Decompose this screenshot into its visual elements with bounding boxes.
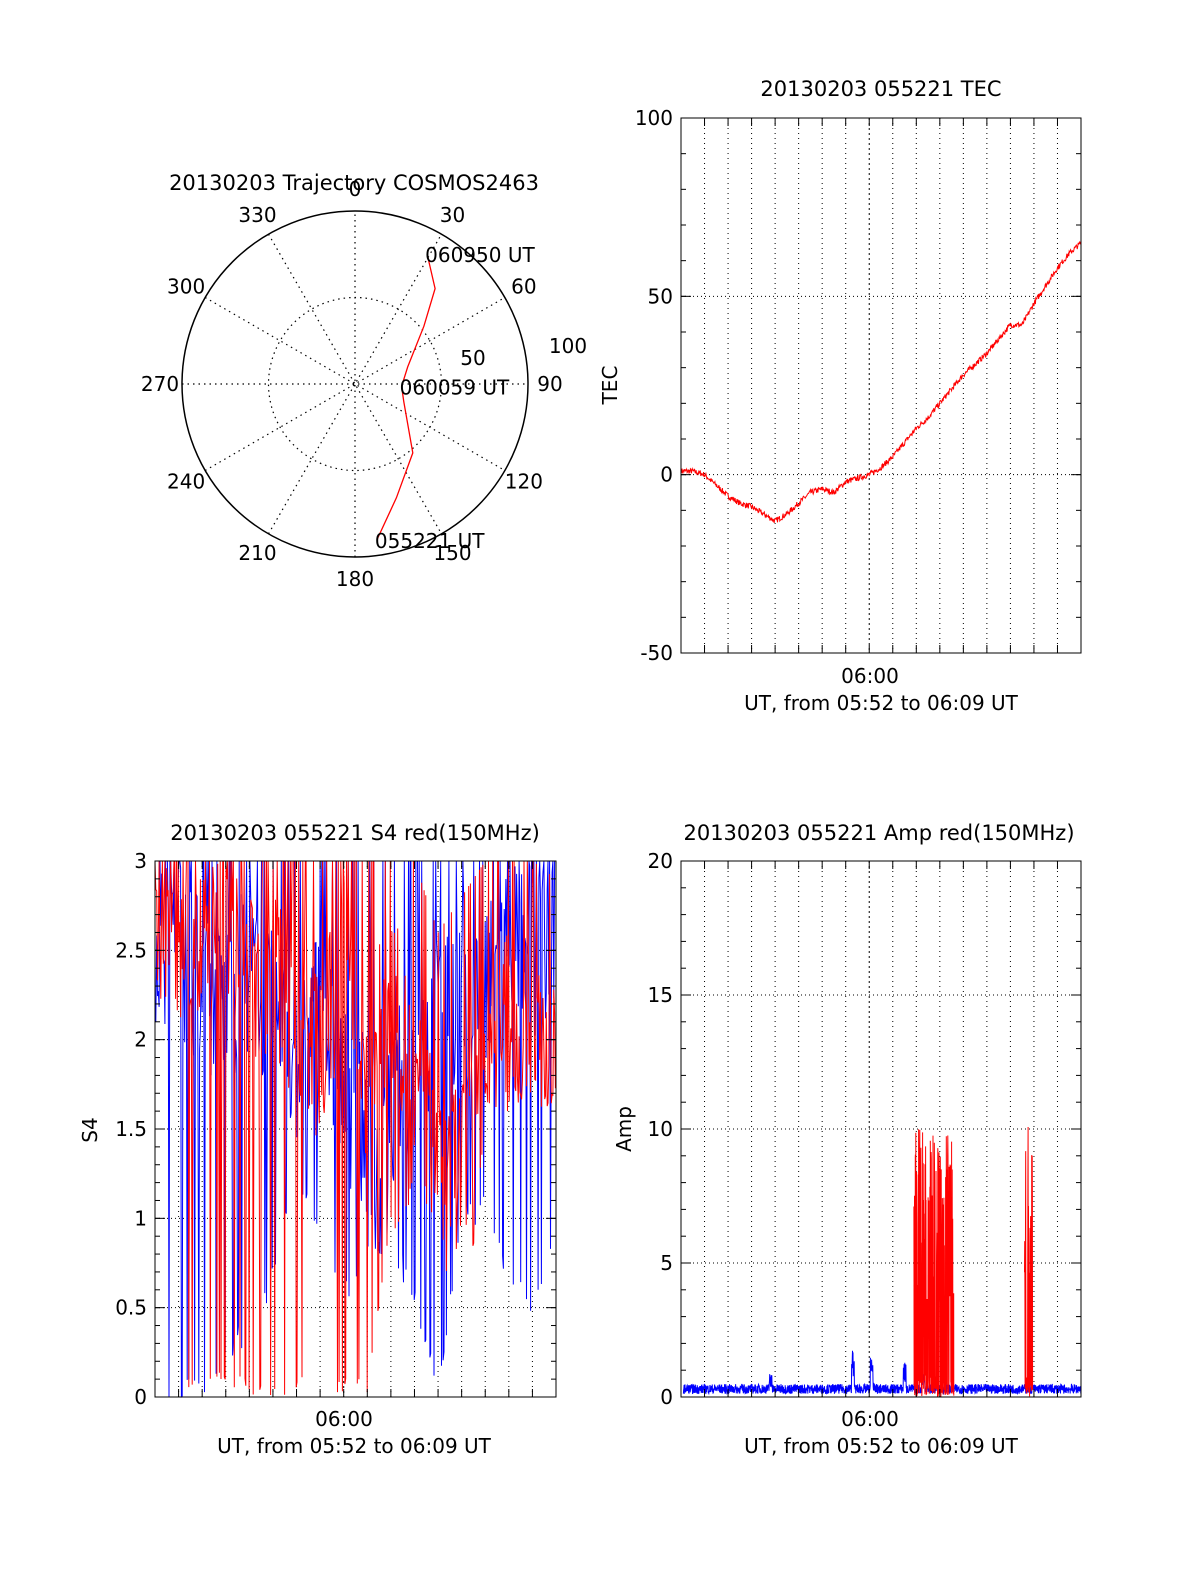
s4-ticks: 0 0.5 1 1.5 2 2.5 3 (115, 849, 556, 1409)
tec-line (680, 240, 1082, 524)
s4-ytick-label-1: 0.5 (115, 1296, 147, 1320)
polar-radius-label-50: 50 (460, 346, 485, 370)
tec-ytick-label-0: -50 (640, 641, 673, 665)
tec-ylabel: TEC (598, 366, 622, 406)
polar-azimuth-label-270: 270 (141, 372, 179, 396)
s4-ytick-label-0: 0 (134, 1385, 147, 1409)
tec-xlabel: UT, from 05:52 to 06:09 UT (744, 691, 1019, 715)
tec-xtick-label: 06:00 (841, 664, 899, 688)
polar-azimuth-labels: 0 30 60 90 120 150 180 210 240 270 300 330 (141, 177, 563, 591)
tec-ytick-label-1: 0 (660, 463, 673, 487)
amp-panel: 20130203 055221 Amp red(150MHz) 0 5 10 15 20… (612, 821, 1082, 1458)
tec-ticks: -50 0 50 100 (635, 106, 1081, 665)
polar-azimuth-label-180: 180 (336, 567, 374, 591)
tec-grid (681, 118, 1081, 653)
polar-azimuth-label-150: 150 (433, 541, 471, 565)
polar-azimuth-label-0: 0 (349, 177, 362, 201)
polar-azimuth-label-210: 210 (238, 541, 276, 565)
tec-series (680, 240, 1082, 524)
tec-ytick-label-3: 100 (635, 106, 673, 130)
amp-series (682, 1126, 1082, 1397)
polar-azimuth-label-120: 120 (505, 470, 543, 494)
polar-annotation-0: 060950 UT (425, 243, 535, 267)
amp-title: 20130203 055221 Amp red(150MHz) (683, 821, 1074, 845)
amp-ticks: 0 5 10 15 20 (648, 849, 1081, 1409)
polar-azimuth-label-30: 30 (440, 203, 465, 227)
tec-axes-frame (680, 117, 1082, 654)
polar-grid (181, 210, 529, 558)
polar-panel: 20130203 Trajectory COSMOS2463 0 30 60 90 12… (141, 171, 587, 591)
polar-radius-label-100: 100 (549, 334, 587, 358)
amp-line-red-burst-1 (1024, 1126, 1034, 1397)
tec-ytick-label-2: 50 (648, 284, 673, 308)
tec-title: 20130203 055221 TEC (760, 77, 1001, 101)
polar-azimuth-label-60: 60 (511, 275, 536, 299)
polar-trajectory (376, 253, 436, 541)
polar-azimuth-label-330: 330 (238, 203, 276, 227)
s4-ytick-label-5: 2.5 (115, 938, 147, 962)
s4-title: 20130203 055221 S4 red(150MHz) (170, 821, 540, 845)
polar-annotation-2: 055221 UT (375, 529, 485, 553)
polar-annotations: 060950 UT 060059 UT 055221 UT (375, 243, 536, 553)
s4-ytick-label-2: 1 (134, 1206, 147, 1230)
s4-xlabel: UT, from 05:52 to 06:09 UT (217, 1434, 492, 1458)
polar-azimuth-label-300: 300 (167, 275, 205, 299)
s4-panel: 20130203 055221 S4 red(150MHz) 0 0.5 1 1.5 2… (78, 821, 557, 1458)
amp-ytick-label-0: 0 (660, 1385, 673, 1409)
s4-ylabel: S4 (78, 1117, 102, 1142)
amp-xlabel: UT, from 05:52 to 06:09 UT (744, 1434, 1019, 1458)
amp-ytick-label-3: 15 (648, 983, 673, 1007)
polar-title: 20130203 Trajectory COSMOS2463 (169, 171, 539, 195)
amp-ytick-label-1: 5 (660, 1251, 673, 1275)
amp-line-blue (682, 1350, 1082, 1396)
polar-trajectory-line (376, 253, 436, 541)
s4-ytick-label-3: 1.5 (115, 1117, 147, 1141)
s4-ytick-label-4: 2 (134, 1028, 147, 1052)
polar-azimuth-label-90: 90 (537, 372, 562, 396)
polar-annotation-1: 060059 UT (400, 375, 510, 399)
amp-line-red-burst-0 (913, 1129, 955, 1397)
amp-ytick-label-2: 10 (648, 1117, 673, 1141)
polar-azimuth-label-240: 240 (167, 470, 205, 494)
s4-ytick-label-6: 3 (134, 849, 147, 873)
amp-xtick-label: 06:00 (841, 1407, 899, 1431)
amp-ylabel: Amp (612, 1106, 636, 1152)
amp-ytick-label-4: 20 (648, 849, 673, 873)
s4-xtick-label: 06:00 (315, 1407, 373, 1431)
amp-grid (681, 861, 1081, 1397)
